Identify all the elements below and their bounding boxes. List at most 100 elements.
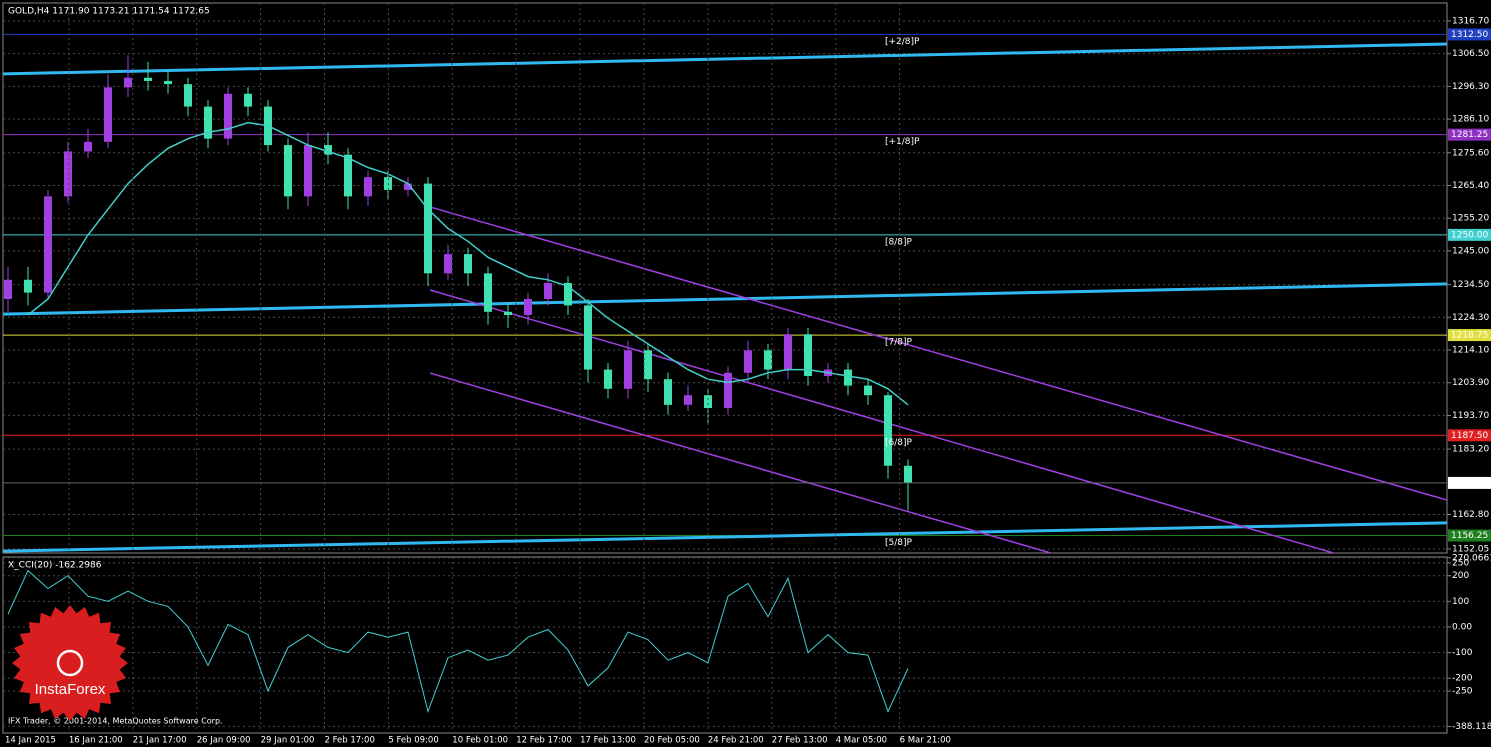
y-tick-label: 1286.10 [1452, 115, 1489, 125]
candle-body [704, 395, 712, 409]
candle-body [684, 395, 692, 405]
y-tick-label: -388.1186 [1452, 722, 1491, 732]
x-tick-label: 17 Feb 13:00 [580, 736, 636, 746]
candle-body [304, 145, 312, 197]
chart-title: GOLD,H4 1171.90 1173.21 1171.54 1172.65 [8, 7, 210, 17]
x-tick-label: 2 Feb 17:00 [325, 736, 375, 746]
y-tick-label: 100 [1452, 597, 1469, 607]
candle-body [484, 273, 492, 312]
candle-body [164, 80, 172, 85]
y-tick-label: 200 [1452, 571, 1469, 581]
x-tick-label: 10 Feb 01:00 [452, 736, 508, 746]
candle-body [184, 84, 192, 107]
candle-body [324, 145, 332, 155]
y-tick-label: 1224.30 [1452, 313, 1489, 323]
current-price-box [1448, 476, 1491, 489]
level-label: 1218.75 [1451, 331, 1488, 341]
candle-body [804, 334, 812, 376]
y-tick-label: 1306.50 [1452, 49, 1489, 59]
y-tick-label: 250 [1452, 558, 1469, 568]
candle-body [84, 141, 92, 152]
level-box [1448, 228, 1491, 241]
x-tick-label: 21 Jan 17:00 [133, 736, 187, 746]
candle-body [904, 465, 912, 483]
x-tick-label: 26 Jan 09:00 [197, 736, 251, 746]
trend-line [3, 42, 1447, 76]
x-tick-label: 4 Mar 05:00 [836, 736, 887, 746]
x-tick-label: 29 Jan 01:00 [261, 736, 315, 746]
y-tick-label: 1255.20 [1452, 214, 1489, 224]
candle-body [744, 350, 752, 373]
candle-body [284, 145, 292, 197]
y-tick-label: 270.0661 [1452, 553, 1491, 563]
x-tick-label: 20 Feb 05:00 [644, 736, 700, 746]
level-label: 1281.25 [1451, 130, 1488, 140]
trend-line [3, 282, 1447, 316]
level-box [1448, 429, 1491, 442]
x-tick-label: 16 Jan 21:00 [69, 736, 123, 746]
candle-body [604, 369, 612, 389]
y-tick-label: 1183.20 [1452, 445, 1489, 455]
y-tick-label: 1296.30 [1452, 82, 1489, 92]
level-box [1448, 128, 1491, 141]
level-tag: [5/8]P [885, 538, 913, 548]
level-box [1448, 329, 1491, 342]
watermark: InstaForex [35, 681, 106, 698]
x-tick-label: 6 Mar 21:00 [900, 736, 951, 746]
x-tick-label: 12 Feb 17:00 [516, 736, 572, 746]
y-tick-label: 1214.10 [1452, 345, 1489, 355]
y-tick-label: 1152.05 [1452, 544, 1489, 554]
indicator-pane-border [2, 556, 1448, 734]
candle-body [204, 106, 212, 139]
y-tick-label: 1162.80 [1452, 510, 1489, 520]
y-tick-label: 1316.70 [1452, 16, 1489, 26]
candle-body [344, 154, 352, 197]
logo: InstaForex [12, 605, 128, 721]
level-tag: [+2/8]P [885, 37, 920, 47]
candle-body [64, 151, 72, 197]
moving-average [27, 121, 909, 406]
y-tick-label: -100 [1452, 648, 1473, 658]
y-tick-label: 1245.00 [1452, 246, 1489, 256]
cci-line [7, 569, 909, 714]
candle-body [724, 372, 732, 409]
level-tag: [7/8]P [885, 338, 913, 348]
level-label: 1187.50 [1451, 431, 1488, 441]
level-tag: [8/8]P [885, 237, 913, 247]
candle-body [864, 385, 872, 396]
trend-line [429, 206, 1447, 501]
level-label: 1250.00 [1451, 230, 1488, 240]
current-price-label: 1172.65 [1451, 478, 1488, 488]
level-box [1448, 28, 1491, 41]
x-tick-label: 14 Jan 2015 [5, 736, 56, 746]
trend-line [3, 521, 1447, 553]
indicator-title: X_CCI(20) -162.2986 [8, 561, 102, 571]
candle-body [424, 183, 432, 274]
candle-body [844, 369, 852, 386]
candle-body [464, 254, 472, 274]
y-tick-label: 0.00 [1452, 622, 1472, 632]
y-tick-label: 1234.50 [1452, 280, 1489, 290]
candle-body [104, 87, 112, 142]
trend-line [429, 372, 1054, 553]
candle-body [404, 183, 412, 190]
x-tick-label: 24 Feb 21:00 [708, 736, 764, 746]
level-tag: [6/8]P [885, 438, 913, 448]
candle-body [884, 395, 892, 466]
candle-body [44, 196, 52, 293]
candle-body [764, 350, 772, 370]
main-pane-border [2, 2, 1448, 554]
candle-body [544, 282, 552, 300]
y-tick-label: -250 [1452, 686, 1473, 696]
price-plot [3, 20, 1447, 553]
x-tick-label: 5 Feb 09:00 [388, 736, 438, 746]
candle-body [124, 77, 132, 88]
y-tick-label: -200 [1452, 674, 1473, 684]
candle-body [444, 254, 452, 274]
indicator-plot [3, 557, 1447, 727]
candle-body [664, 379, 672, 405]
candle-body [4, 279, 12, 300]
level-box [1448, 529, 1491, 542]
